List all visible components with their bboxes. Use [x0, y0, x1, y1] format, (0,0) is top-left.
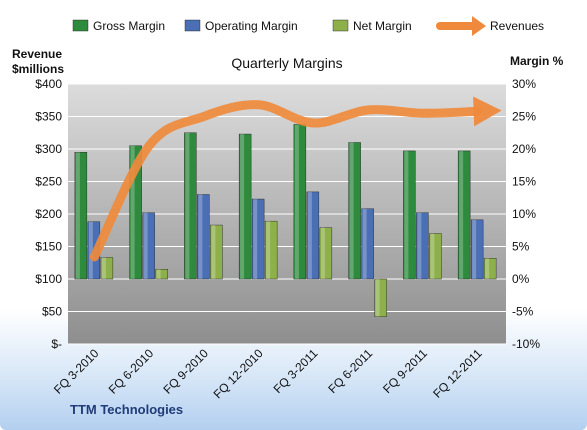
net-margin-bar — [319, 227, 333, 280]
bar-highlight — [404, 150, 409, 279]
gross-margin-bar — [184, 132, 197, 280]
bar-highlight — [143, 212, 148, 279]
gross-margin-bar — [457, 150, 471, 280]
bar-highlight — [362, 208, 367, 279]
operating-margin-bar — [361, 208, 374, 280]
x-tick-label: FQ 3-2010 — [51, 346, 102, 397]
bar-highlight — [417, 212, 422, 279]
x-tick-label: FQ 6-2010 — [106, 346, 157, 397]
gross-margin-bar — [238, 133, 252, 280]
net-margin-bar — [210, 224, 223, 280]
x-tick-label: FQ 9-2010 — [161, 346, 212, 397]
right-tick-label: 25% — [512, 110, 536, 124]
bar-highlight — [459, 150, 464, 279]
operating-margin-bar — [197, 194, 210, 280]
net-margin-bar — [374, 278, 387, 317]
left-tick-label: $350 — [35, 110, 62, 124]
company-name: TTM Technologies — [70, 402, 183, 417]
chart-title: Quarterly Margins — [231, 55, 342, 71]
net-margin-bar — [483, 258, 497, 280]
legend-swatch — [184, 19, 201, 32]
right-tick-label: 30% — [512, 77, 536, 91]
legend-label: Net Margin — [353, 19, 412, 33]
operating-margin-bar — [306, 191, 320, 280]
bar-highlight — [88, 221, 93, 279]
x-tick-label: FQ 6-2011 — [325, 346, 375, 396]
legend-label: Revenues — [490, 19, 544, 33]
bar-highlight — [375, 279, 380, 317]
bar-highlight — [75, 152, 80, 279]
gross-margin-bar — [348, 142, 361, 280]
net-margin-bar — [100, 257, 114, 280]
net-margin-bar — [264, 220, 278, 280]
bar-highlight — [485, 258, 490, 279]
left-tick-label: $150 — [35, 240, 62, 254]
bar-highlight — [198, 194, 203, 279]
legend-arrow — [472, 16, 486, 36]
x-tick-label: FQ 12-2011 — [430, 346, 485, 401]
net-margin-bar — [429, 233, 442, 280]
right-tick-label: 15% — [512, 175, 536, 189]
net-margin-bar — [155, 269, 168, 280]
legend-label: Operating Margin — [205, 19, 298, 33]
right-tick-label: -5% — [512, 305, 534, 319]
bar-highlight — [294, 124, 299, 279]
right-tick-label: 5% — [512, 240, 530, 254]
bar-highlight — [101, 257, 106, 279]
bar-highlight — [185, 132, 190, 279]
bar-highlight — [349, 142, 354, 279]
bars — [74, 124, 497, 317]
left-axis-title-line1: Revenue — [12, 47, 62, 61]
left-tick-label: $400 — [35, 77, 62, 91]
right-tick-label: 0% — [512, 272, 530, 286]
bar-highlight — [307, 191, 312, 279]
left-tick-label: $50 — [42, 305, 62, 319]
bar-highlight — [266, 221, 271, 279]
x-tick-label: FQ 9-2011 — [380, 346, 430, 396]
x-tick-label: FQ 3-2011 — [271, 346, 321, 396]
bar-highlight — [240, 134, 245, 279]
legend: Gross Margin Operating Margin Net Margin Re… — [72, 16, 544, 36]
operating-margin-bar — [251, 198, 265, 280]
right-tick-label: -10% — [512, 337, 540, 351]
legend-label: Gross Margin — [93, 19, 165, 33]
left-tick-label: $300 — [35, 142, 62, 156]
right-tick-label: 10% — [512, 207, 536, 221]
left-tick-label: $- — [51, 337, 62, 351]
right-axis-title: Margin % — [510, 54, 564, 68]
x-tick-label: FQ 12-2010 — [211, 346, 266, 401]
left-axis-title-line2: $millions — [12, 62, 64, 76]
bar-highlight — [211, 225, 216, 279]
left-tick-label: $100 — [35, 272, 62, 286]
operating-margin-bar — [142, 212, 155, 280]
left-axis-ticks: $- $50 $100 $150 $200 $250 $300 $350 $400 — [35, 77, 62, 351]
bar-highlight — [156, 269, 161, 279]
revenue-arrowhead — [473, 96, 502, 127]
left-tick-label: $250 — [35, 175, 62, 189]
right-tick-label: 20% — [512, 142, 536, 156]
legend-swatch — [332, 19, 349, 32]
bar-highlight — [430, 233, 435, 279]
legend-net-margin: Net Margin — [332, 19, 412, 33]
gross-margin-bar — [403, 150, 416, 280]
legend-operating-margin: Operating Margin — [184, 19, 298, 33]
revenue-line — [89, 100, 483, 262]
legend-gross-margin: Gross Margin — [72, 19, 165, 33]
x-axis-ticks: FQ 3-2010 FQ 6-2010 FQ 9-2010 FQ 12-2010 FQ … — [51, 346, 485, 401]
left-tick-label: $200 — [35, 207, 62, 221]
bar-highlight — [320, 227, 325, 279]
gross-margin-bar — [74, 152, 88, 280]
bar-highlight — [253, 199, 258, 279]
operating-margin-bar — [416, 212, 429, 280]
legend-swatch — [72, 19, 89, 32]
revenue-line-layer — [89, 96, 502, 262]
right-axis-ticks: -10% -5% 0% 5% 10% 15% 20% 25% 30% — [512, 77, 540, 351]
operating-margin-bar — [470, 219, 484, 280]
legend-revenues: Revenues — [436, 16, 544, 36]
bar-highlight — [130, 145, 135, 279]
bar-highlight — [472, 219, 477, 279]
